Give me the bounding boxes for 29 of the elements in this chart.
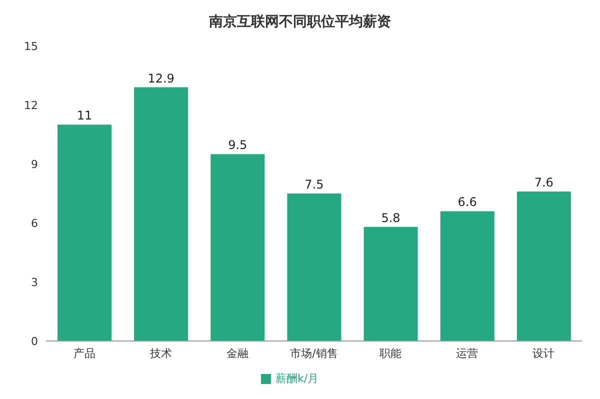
bar	[440, 211, 494, 341]
y-tick-label: 12	[24, 98, 38, 112]
bar	[287, 194, 342, 341]
bar	[57, 124, 112, 341]
y-tick-label: 3	[31, 276, 38, 289]
x-tick-label: 设计	[532, 346, 555, 360]
data-label: 6.6	[458, 195, 477, 210]
y-tick-label: 0	[31, 334, 38, 348]
data-label: 7.6	[534, 176, 554, 190]
data-label: 5.8	[381, 210, 400, 225]
x-tick-label: 运营	[456, 346, 478, 360]
x-tick-label: 金融	[226, 346, 248, 360]
y-tick-label: 9	[31, 158, 38, 171]
y-tick-label: 15	[24, 40, 38, 53]
x-tick-label: 技术	[148, 346, 172, 360]
x-tick-label: 产品	[73, 346, 96, 360]
bar	[364, 226, 418, 341]
bar	[210, 154, 265, 341]
chart-title: 南京互联网不同职位平均薪资	[208, 12, 392, 32]
data-label: 9.5	[228, 138, 248, 152]
legend-label: 薪酬k/月	[275, 372, 319, 385]
bar	[516, 192, 571, 341]
bar	[134, 87, 188, 341]
data-label: 12.9	[148, 71, 174, 86]
x-tick-label: 职能	[380, 346, 402, 360]
data-label: 7.5	[304, 178, 324, 192]
y-tick-label: 6	[31, 216, 38, 230]
data-label: 11	[76, 108, 92, 123]
x-tick-label: 市场/销售	[290, 346, 338, 360]
